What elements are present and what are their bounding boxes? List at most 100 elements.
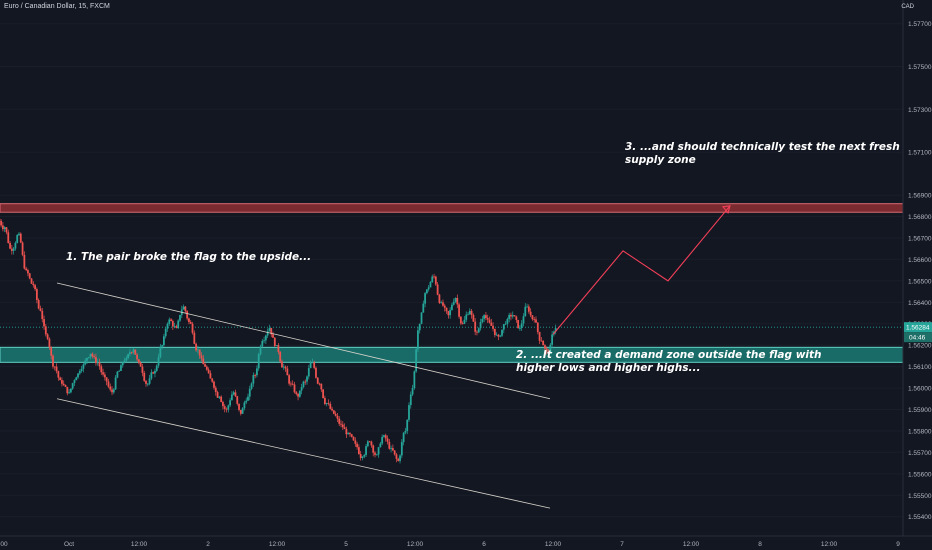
candle-body — [452, 301, 455, 305]
candle-body — [422, 303, 425, 313]
candle-body — [377, 447, 380, 455]
candle-body — [82, 364, 85, 369]
candle-body — [243, 402, 246, 409]
candle-body — [159, 346, 162, 358]
channel-lower-line — [56, 398, 551, 509]
candle-body — [12, 248, 15, 251]
candle-body — [91, 353, 94, 357]
candle-body — [349, 433, 351, 435]
candle-body — [155, 365, 158, 371]
candle-body — [39, 308, 42, 311]
price-tick-label: 1.56400 — [908, 300, 932, 307]
candle-body — [234, 392, 237, 397]
symbol-title[interactable]: Euro / Canadian Dollar, 15, FXCM — [4, 3, 110, 10]
candle-body — [205, 366, 208, 370]
candle-body — [511, 315, 514, 317]
price-axis[interactable]: 1.57700 1.57500 1.57300 1.57100 1.56900 1.568… — [908, 21, 932, 521]
candle-body — [443, 305, 446, 308]
candle-body — [490, 322, 493, 326]
candle-body — [16, 235, 19, 243]
candle-body — [27, 270, 29, 274]
candle-body — [266, 331, 269, 336]
candle-body — [84, 360, 87, 365]
candle-body — [52, 355, 54, 367]
candle-body — [481, 318, 484, 323]
candle-body — [161, 345, 164, 347]
supply-zone — [0, 203, 904, 213]
candle-body — [356, 443, 359, 448]
candle-body — [324, 397, 326, 404]
time-tick-label: 2 — [206, 541, 210, 548]
currency-label[interactable]: CAD — [901, 4, 914, 10]
candle-body — [519, 328, 521, 329]
candle-body — [386, 438, 389, 442]
candle-body — [186, 311, 189, 319]
candle-body — [331, 408, 333, 411]
candle-body — [261, 340, 264, 347]
candle-body — [66, 386, 69, 394]
candle-body — [535, 319, 537, 323]
time-axis[interactable]: 00 Oct 12:00 2 12:00 5 12:00 6 12:00 7 12:00 8 12:00… — [0, 541, 900, 548]
candle-body — [270, 328, 273, 335]
price-tick-label: 1.56600 — [908, 257, 932, 264]
candle-body — [318, 383, 321, 385]
time-tick-label: 00 — [0, 541, 8, 548]
candle-body — [268, 328, 271, 332]
candle-body — [275, 345, 278, 346]
candle-body — [229, 400, 231, 406]
candle-body — [488, 319, 491, 323]
candle-body — [461, 323, 464, 325]
candle-body — [527, 306, 530, 312]
candle-body — [327, 403, 330, 404]
annotation-3: 3. ...and should technically test the ne… — [625, 141, 900, 167]
candle-body — [121, 362, 124, 366]
candle-body — [306, 376, 308, 382]
time-tick-label: 5 — [344, 541, 348, 548]
candle-body — [499, 335, 502, 337]
candle-body — [25, 268, 28, 271]
candle-body — [476, 331, 478, 333]
candle-body — [375, 454, 378, 456]
candle-body — [510, 314, 512, 317]
candle-body — [427, 287, 430, 290]
candle-body — [175, 326, 178, 329]
candle-body — [218, 396, 221, 398]
candle-body — [184, 306, 187, 312]
candle-body — [73, 380, 76, 384]
candle-body — [129, 352, 131, 355]
candle-body — [69, 388, 72, 393]
candle-body — [57, 371, 60, 378]
candle-body — [433, 276, 435, 278]
candle-body — [361, 456, 364, 458]
projection-arrowhead — [721, 205, 731, 214]
candle-body — [544, 345, 546, 349]
candle-body — [28, 273, 31, 279]
time-tick-label: 12:00 — [545, 541, 562, 548]
candle-body — [345, 429, 348, 435]
price-tick-label: 1.55700 — [908, 450, 932, 457]
candle-body — [492, 325, 494, 329]
candle-body — [325, 403, 328, 404]
candle-body — [295, 392, 298, 394]
candle-body — [114, 377, 117, 390]
candle-body — [363, 454, 366, 457]
candle-body — [529, 311, 532, 316]
candle-body — [263, 340, 265, 342]
candle-body — [107, 381, 110, 387]
candle-body — [451, 304, 453, 310]
candle-body — [409, 394, 412, 406]
candle-body — [286, 368, 289, 376]
candle-body — [132, 349, 135, 353]
candle-body — [304, 381, 307, 383]
candle-body — [220, 396, 223, 402]
last-price-value: 1.56284 — [906, 325, 930, 332]
candle-body — [384, 435, 387, 439]
candle-body — [202, 358, 205, 365]
candle-body — [230, 394, 233, 401]
candle-body — [383, 435, 385, 437]
candle-body — [150, 372, 153, 379]
candle-body — [141, 366, 144, 373]
candle-body — [5, 227, 8, 233]
candle-body — [291, 383, 294, 385]
